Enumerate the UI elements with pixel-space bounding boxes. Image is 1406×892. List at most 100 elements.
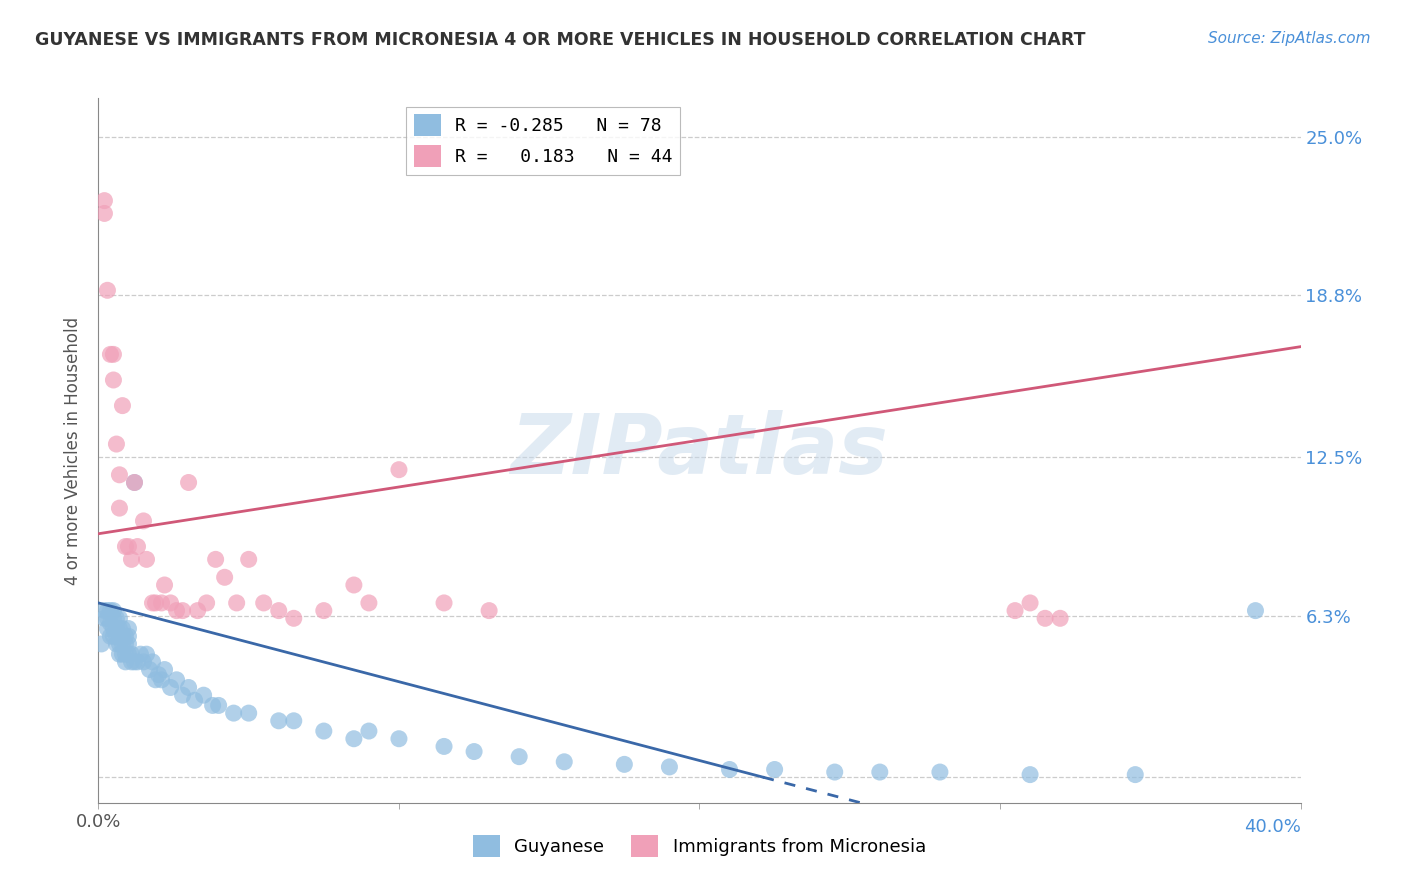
Point [172, 688, 194, 702]
Point [145, 596, 167, 610]
Point [129, 647, 152, 661]
Point [108, 647, 131, 661]
Point [100, 616, 122, 631]
Point [114, 655, 136, 669]
Point [114, 637, 136, 651]
Point [105, 437, 128, 451]
Point [343, 578, 366, 592]
Point [183, 693, 205, 707]
Point [100, 347, 122, 361]
Y-axis label: 4 or more Vehicles in Household: 4 or more Vehicles in Household [65, 317, 83, 584]
Point [111, 647, 134, 661]
Point [114, 629, 136, 643]
Point [124, 475, 146, 490]
Point [153, 578, 176, 592]
Point [201, 698, 224, 713]
Point [105, 629, 128, 643]
Point [193, 688, 215, 702]
Point [553, 755, 575, 769]
Point [103, 373, 125, 387]
Point [100, 629, 122, 643]
Point [1004, 604, 1026, 618]
Point [105, 622, 128, 636]
Point [177, 475, 200, 490]
Point [929, 765, 952, 780]
Point [93, 206, 115, 220]
Point [127, 540, 149, 554]
Text: 40.0%: 40.0% [1244, 818, 1301, 836]
Point [114, 540, 136, 554]
Point [433, 739, 456, 754]
Point [124, 655, 146, 669]
Point [138, 663, 160, 677]
Point [463, 745, 485, 759]
Point [141, 596, 163, 610]
Point [121, 655, 143, 669]
Point [283, 714, 305, 728]
Point [111, 399, 134, 413]
Point [214, 570, 236, 584]
Text: Source: ZipAtlas.com: Source: ZipAtlas.com [1208, 31, 1371, 46]
Point [824, 765, 846, 780]
Point [208, 698, 231, 713]
Point [388, 463, 411, 477]
Point [225, 596, 247, 610]
Point [222, 706, 245, 720]
Point [1033, 611, 1056, 625]
Point [93, 604, 115, 618]
Point [253, 596, 276, 610]
Point [478, 604, 501, 618]
Point [1019, 596, 1042, 610]
Point [108, 611, 131, 625]
Point [267, 714, 290, 728]
Point [117, 540, 139, 554]
Point [357, 724, 380, 739]
Point [93, 194, 115, 208]
Point [145, 673, 167, 687]
Text: GUYANESE VS IMMIGRANTS FROM MICRONESIA 4 OR MORE VEHICLES IN HOUSEHOLD CORRELATI: GUYANESE VS IMMIGRANTS FROM MICRONESIA 4… [35, 31, 1085, 49]
Point [357, 596, 380, 610]
Point [159, 596, 181, 610]
Point [127, 655, 149, 669]
Point [117, 637, 139, 651]
Point [108, 467, 131, 482]
Point [195, 596, 218, 610]
Point [508, 749, 530, 764]
Point [111, 622, 134, 636]
Point [388, 731, 411, 746]
Point [1244, 604, 1267, 618]
Point [117, 629, 139, 643]
Point [96, 611, 118, 625]
Point [93, 611, 115, 625]
Point [103, 629, 125, 643]
Point [108, 622, 131, 636]
Point [111, 629, 134, 643]
Point [177, 681, 200, 695]
Point [103, 347, 125, 361]
Point [343, 731, 366, 746]
Point [150, 673, 173, 687]
Point [105, 637, 128, 651]
Point [172, 604, 194, 618]
Point [111, 637, 134, 651]
Point [141, 655, 163, 669]
Point [105, 611, 128, 625]
Point [283, 611, 305, 625]
Point [121, 552, 143, 566]
Point [238, 552, 260, 566]
Point [103, 622, 125, 636]
Point [124, 475, 146, 490]
Point [763, 763, 786, 777]
Point [108, 629, 131, 643]
Point [153, 663, 176, 677]
Point [312, 604, 335, 618]
Point [312, 724, 335, 739]
Point [150, 596, 173, 610]
Point [658, 760, 681, 774]
Point [103, 611, 125, 625]
Point [108, 637, 131, 651]
Point [1019, 767, 1042, 781]
Point [148, 667, 170, 681]
Point [204, 552, 226, 566]
Point [132, 514, 155, 528]
